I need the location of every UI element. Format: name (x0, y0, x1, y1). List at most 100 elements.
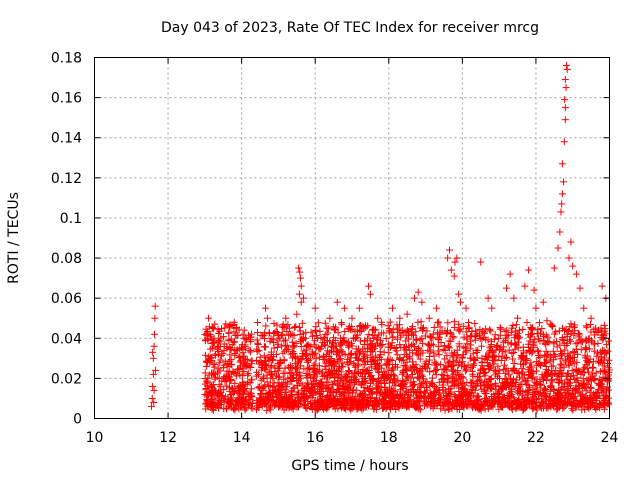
data-point (203, 390, 211, 398)
data-point (574, 350, 582, 358)
data-point (457, 298, 465, 306)
data-point (149, 354, 157, 362)
data-point (253, 336, 261, 344)
data-point (377, 355, 385, 363)
data-point (215, 393, 223, 401)
data-point (565, 254, 573, 262)
data-point (582, 322, 590, 330)
data-point (248, 330, 256, 338)
data-point (538, 325, 546, 333)
data-point (478, 335, 486, 343)
data-point (505, 371, 513, 379)
data-point (270, 320, 278, 328)
y-tick-label: 0 (73, 412, 82, 428)
data-point (434, 347, 442, 355)
data-point (317, 334, 325, 342)
data-point (551, 328, 559, 336)
data-point (425, 314, 433, 322)
data-point (217, 334, 225, 342)
data-point (584, 364, 592, 372)
data-point (413, 350, 421, 358)
data-point (510, 294, 518, 302)
data-point (247, 360, 255, 368)
data-point (560, 138, 568, 146)
data-point (150, 386, 158, 394)
data-point (539, 298, 547, 306)
data-point (224, 359, 232, 367)
data-point (295, 290, 303, 298)
gridlines (94, 57, 610, 419)
data-point (247, 333, 255, 341)
data-point (459, 402, 467, 410)
y-tick-label: 0.18 (51, 51, 82, 67)
data-point (239, 372, 247, 380)
data-point (579, 365, 587, 373)
data-point (326, 367, 334, 375)
data-point (232, 347, 240, 355)
data-point (583, 376, 591, 384)
data-point (201, 351, 209, 359)
data-point (430, 324, 438, 332)
data-point (570, 331, 578, 339)
data-point (241, 398, 249, 406)
data-point (334, 329, 342, 337)
data-point (298, 319, 306, 327)
data-point (233, 346, 241, 354)
data-point (210, 370, 218, 378)
data-point (572, 270, 580, 278)
data-point (557, 208, 565, 216)
data-point (553, 343, 561, 351)
data-point (536, 361, 544, 369)
data-point (435, 318, 443, 326)
data-point (448, 367, 456, 375)
data-point (388, 304, 396, 312)
data-point (293, 394, 301, 402)
data-point (240, 334, 248, 342)
data-point (205, 352, 213, 360)
data-point (230, 328, 238, 336)
data-point (215, 381, 223, 389)
data-point (215, 359, 223, 367)
data-point (521, 282, 529, 290)
data-point (487, 342, 495, 350)
data-point (304, 365, 312, 373)
data-point (206, 330, 214, 338)
data-point (203, 399, 211, 407)
data-point (592, 369, 600, 377)
data-point (244, 371, 252, 379)
data-point (254, 319, 262, 327)
data-point (503, 354, 511, 362)
data-point (542, 347, 550, 355)
x-tick-label: 22 (527, 430, 545, 446)
data-point (594, 340, 602, 348)
data-point (561, 76, 569, 84)
data-point (292, 322, 300, 330)
data-point (550, 264, 558, 272)
data-point (216, 327, 224, 335)
data-point (518, 353, 526, 361)
y-tick-label: 0.08 (51, 251, 82, 267)
x-tick-labels: 10 12 14 16 18 20 22 24 (86, 430, 619, 446)
data-point (266, 337, 274, 345)
data-points (148, 62, 613, 414)
data-point (274, 340, 282, 348)
data-point (338, 320, 346, 328)
data-point (341, 304, 349, 312)
data-point (216, 397, 224, 405)
data-point (453, 382, 461, 390)
data-point (212, 351, 220, 359)
data-point (400, 361, 408, 369)
data-point (526, 337, 534, 345)
data-point (305, 365, 313, 373)
y-tick-label: 0.02 (51, 371, 82, 387)
data-point (518, 365, 526, 373)
data-point (376, 348, 384, 356)
data-point (523, 318, 531, 326)
data-point (403, 403, 411, 411)
data-point (214, 325, 222, 333)
data-point (223, 382, 231, 390)
data-point (516, 326, 524, 334)
data-point (453, 254, 461, 262)
data-point (461, 367, 469, 375)
data-point (278, 331, 286, 339)
